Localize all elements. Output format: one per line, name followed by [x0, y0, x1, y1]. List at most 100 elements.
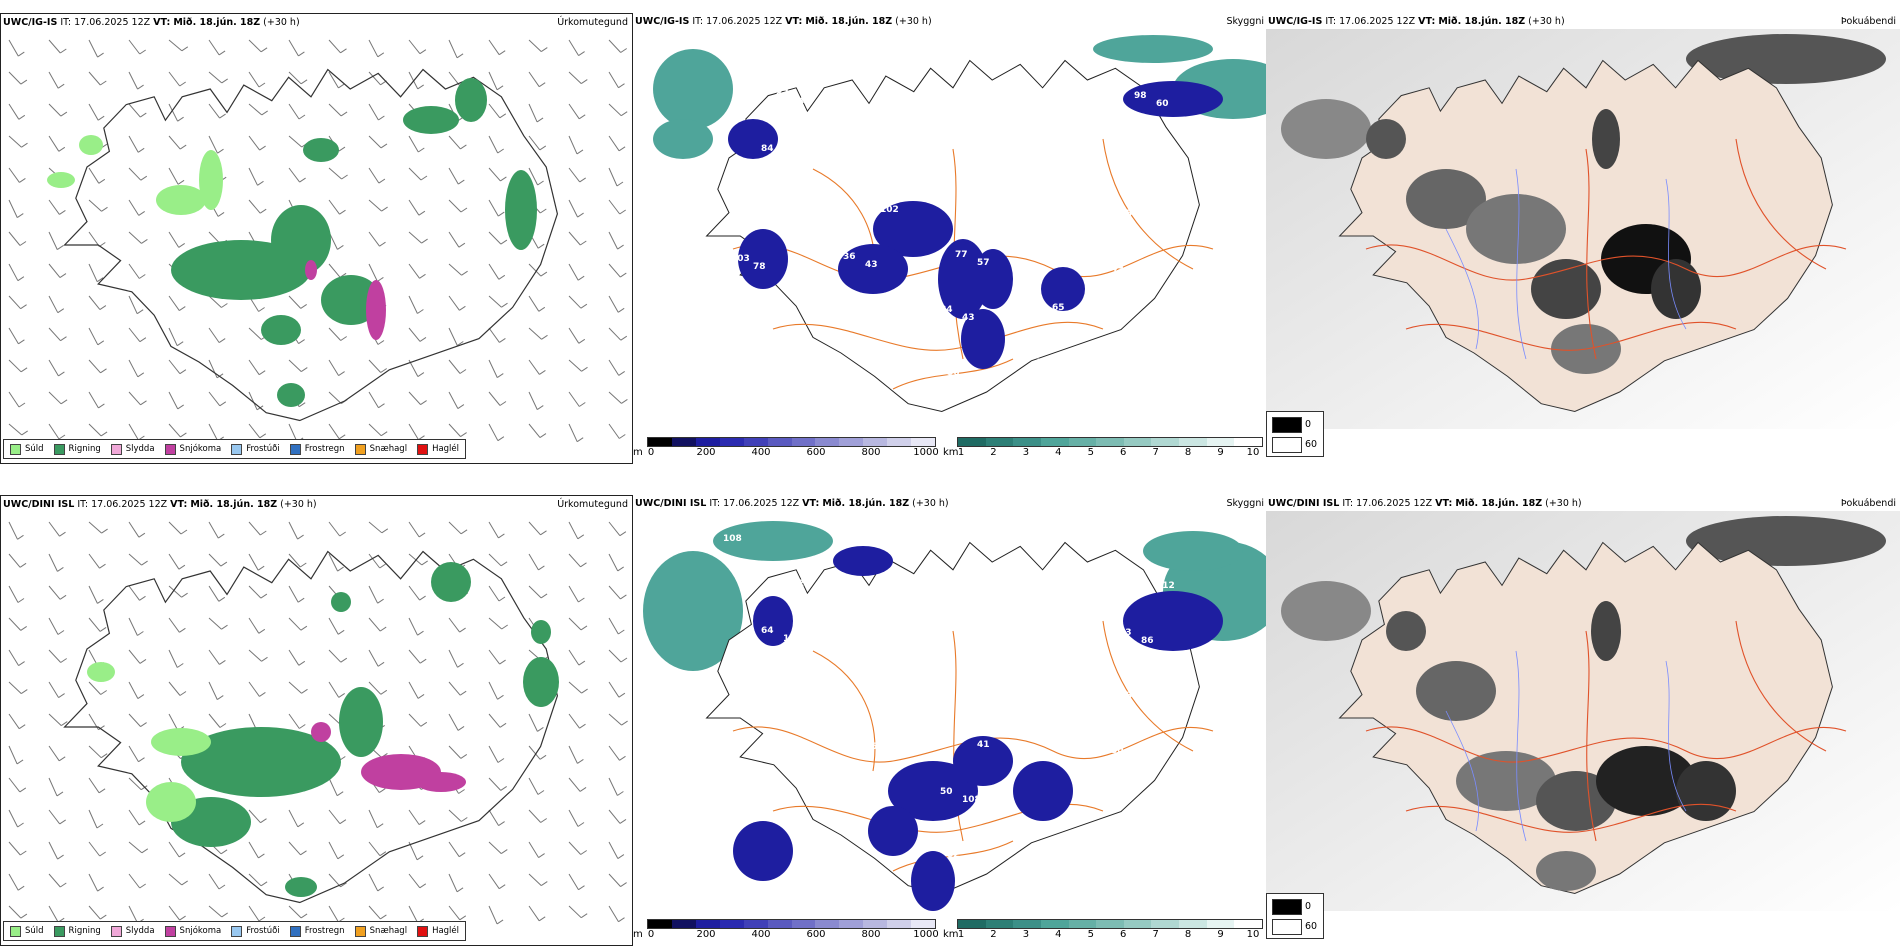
- height-colorbar: m 0 200 400 600 800 1000: [633, 917, 939, 945]
- cloud-base-value: 42: [1029, 638, 1042, 648]
- legend-label: Snæhagl: [369, 926, 408, 936]
- wind-barb: [288, 295, 307, 309]
- cloud-base-value: 45: [768, 689, 781, 699]
- wind-barb: [608, 231, 624, 250]
- wind-barb: [248, 905, 266, 922]
- wind-barb: [168, 423, 187, 438]
- wind-barb: [48, 71, 65, 89]
- cloud-base-value: 108: [962, 795, 981, 805]
- cloud-base-value: 33: [1059, 366, 1072, 376]
- wind-barb: [8, 423, 28, 436]
- wind-barb: [328, 617, 345, 635]
- cloud-base-value: 101: [917, 640, 936, 650]
- wind-barb: [328, 359, 345, 377]
- colorbar-tick-label: 6: [1120, 929, 1127, 940]
- wind-barb: [208, 713, 227, 728]
- road: [1102, 138, 1194, 270]
- wind-barb: [128, 199, 145, 216]
- wind-barb: [288, 359, 308, 373]
- wind-barb: [88, 359, 107, 374]
- wind-barb: [88, 391, 105, 409]
- legend-label: Haglél: [432, 444, 460, 454]
- wind-barb: [448, 745, 468, 759]
- wind-barb: [488, 103, 507, 119]
- colorbar-step: [1096, 438, 1124, 446]
- precip-area: [455, 78, 487, 122]
- wind-barb: [608, 327, 628, 341]
- low-cloud-area: [1123, 591, 1223, 651]
- wind-barb: [168, 135, 187, 150]
- wind-barb: [8, 521, 24, 540]
- wind-barb: [168, 391, 184, 410]
- wind-barb: [248, 167, 264, 186]
- wind-barb: [608, 391, 628, 404]
- wind-barb: [528, 167, 544, 186]
- wind-barb: [608, 553, 624, 572]
- wind-barb: [528, 585, 548, 599]
- wind-barb: [568, 649, 586, 666]
- cloud-base-value: 47: [783, 152, 796, 162]
- river: [1515, 650, 1527, 842]
- wind-barb: [128, 713, 147, 728]
- wind-barb: [88, 553, 106, 569]
- colorbar-tick-label: 7: [1152, 447, 1159, 458]
- colorbar-step: [1013, 920, 1041, 928]
- cloud-base-value: 57: [977, 258, 990, 268]
- cloud-base-value: 36: [843, 252, 856, 262]
- wind-barb: [448, 681, 467, 696]
- wind-barb: [408, 39, 427, 55]
- land-fog-area: [1592, 109, 1620, 169]
- wind-barb: [368, 617, 387, 632]
- wind-barb: [88, 585, 104, 604]
- wind-barb: [128, 263, 146, 279]
- cloud-base-value: 77: [955, 250, 968, 260]
- colorbar-step: [1096, 920, 1124, 928]
- legend-swatch: [231, 925, 243, 937]
- wind-barb: [128, 39, 146, 55]
- wind-barb: [568, 231, 587, 246]
- wind-barb: [528, 263, 548, 277]
- land-fog-area: [1591, 601, 1621, 661]
- wind-barb: [448, 327, 464, 346]
- cloud-base-value: 58: [1022, 575, 1035, 585]
- legend-item: Haglél: [417, 925, 459, 937]
- wind-barb: [128, 521, 146, 538]
- wind-barb: [288, 905, 308, 919]
- wind-barb: [608, 777, 624, 796]
- colorbar-tick-label: 400: [751, 929, 771, 940]
- cloud-base-value: 97: [1171, 364, 1184, 374]
- wind-barb: [448, 167, 465, 185]
- wind-barb: [168, 103, 184, 122]
- wind-barb: [448, 295, 466, 311]
- wind-barb: [248, 135, 266, 151]
- low-cloud-area: [888, 761, 978, 821]
- wind-barb: [528, 103, 544, 123]
- panel-title: Þokuábendi: [1840, 16, 1896, 27]
- wind-barb: [408, 809, 426, 826]
- wind-barb: [128, 167, 148, 181]
- colorbar-step: [791, 438, 816, 446]
- wind-barb: [488, 521, 505, 539]
- wind-barb: [568, 39, 585, 57]
- dark-fog-area: [1281, 581, 1371, 641]
- wind-barb: [168, 553, 186, 570]
- wind-barb: [448, 359, 467, 374]
- wind-barb: [88, 167, 106, 184]
- wind-barb: [48, 873, 67, 888]
- land-fog-area: [1386, 611, 1426, 651]
- wind-barb: [128, 809, 146, 826]
- colorbar-step: [887, 920, 912, 928]
- wind-barb: [48, 231, 64, 251]
- wind-barb: [568, 263, 585, 281]
- wind-barb: [568, 873, 585, 891]
- wind-barb: [328, 905, 345, 923]
- dark-fog-area: [1686, 516, 1886, 566]
- wind-barb: [568, 553, 587, 568]
- low-cloud-area: [733, 821, 793, 881]
- wind-barb: [168, 585, 188, 598]
- precip-area: [261, 315, 301, 345]
- wind-barb: [568, 359, 588, 372]
- wind-barb: [528, 39, 548, 53]
- wind-barb: [328, 649, 348, 663]
- cloud-base-value: 87: [776, 89, 789, 99]
